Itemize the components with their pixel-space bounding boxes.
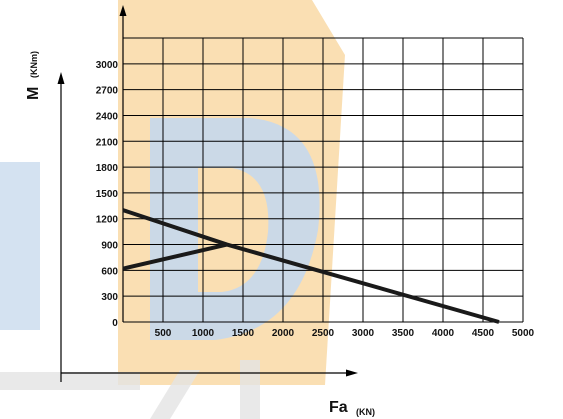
- x-tick-label: 1000: [192, 328, 215, 339]
- fa-axis-arrow: [346, 369, 358, 377]
- y-axis-title: M (KNm): [25, 51, 42, 100]
- x-tick-label: 3000: [352, 328, 375, 339]
- x-tick-labels: 500 1000 1500 2000 2500 3000 3500 4000 4500 5000: [155, 328, 535, 339]
- y-tick-label: 2400: [96, 111, 119, 122]
- y-axis-unit: (KNm): [29, 51, 39, 78]
- outer-axes: [57, 5, 358, 382]
- x-tick-label: 1500: [232, 328, 255, 339]
- y-tick-label: 900: [101, 241, 118, 252]
- x-axis-unit: (KN): [356, 407, 375, 417]
- y-tick-labels: 300 600 900 1200 1500 1800 2100 2400 2700 3000: [96, 60, 119, 303]
- y-axis-label: M: [25, 87, 42, 100]
- y-tick-label: 1200: [96, 215, 119, 226]
- x-axis-label: Fa: [329, 399, 348, 416]
- watermark-gray-bar-1: [0, 372, 140, 390]
- watermark-blue-left: [0, 162, 40, 330]
- y-tick-label: 3000: [96, 60, 119, 71]
- watermark-logo: [0, 0, 345, 419]
- y-tick-label: 2700: [96, 86, 119, 97]
- watermark-gray-slash: [150, 370, 200, 419]
- x-tick-label: 5000: [512, 328, 535, 339]
- series: [122, 208, 500, 324]
- x-tick-label: 4000: [432, 328, 455, 339]
- x-tick-label: 2500: [312, 328, 335, 339]
- x-axis-title: Fa (KN): [329, 399, 375, 417]
- y-tick-label: 1500: [96, 189, 119, 200]
- series-line-2: [122, 242, 228, 271]
- x-tick-label: 500: [155, 328, 172, 339]
- m-axis-arrow: [57, 72, 65, 84]
- watermark-blue-d: [150, 118, 320, 340]
- y-tick-label: 300: [101, 292, 118, 303]
- origin-label: 0: [112, 318, 118, 329]
- y-tick-label: 1800: [96, 163, 119, 174]
- y-axis-arrow: [119, 5, 127, 16]
- y-tick-label: 600: [101, 266, 118, 277]
- x-tick-label: 3500: [392, 328, 415, 339]
- x-tick-label: 4500: [472, 328, 495, 339]
- x-tick-label: 2000: [272, 328, 295, 339]
- watermark-gray-bar-2: [240, 360, 260, 419]
- y-tick-label: 2100: [96, 137, 119, 148]
